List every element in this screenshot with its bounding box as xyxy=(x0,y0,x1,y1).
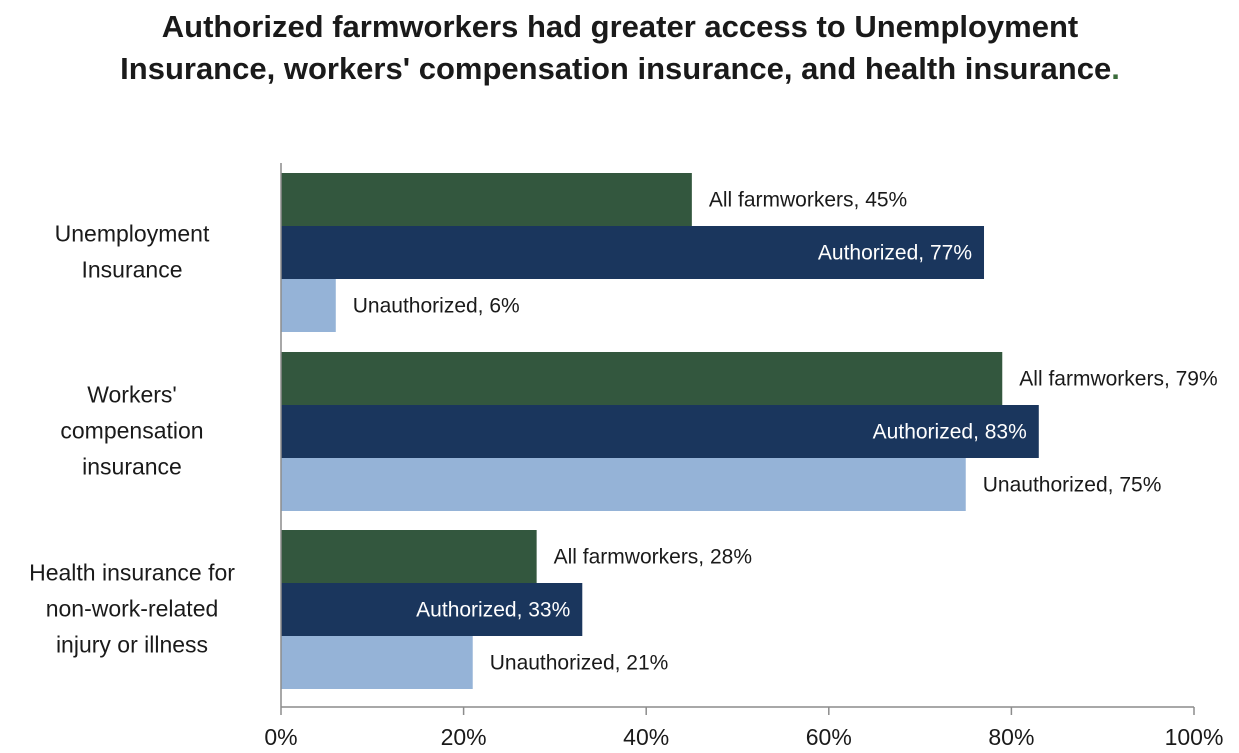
chart-title-text: Authorized farmworkers had greater acces… xyxy=(120,9,1112,86)
data-label: All farmworkers, 28% xyxy=(554,546,752,569)
bar-unauthorized-1 xyxy=(281,279,336,332)
x-tick-label: 40% xyxy=(623,724,669,750)
x-tick-labels: 0% 20% 40% 60% 80% 100% xyxy=(264,724,1223,750)
x-tick-label: 20% xyxy=(441,724,487,750)
data-label: Unauthorized, 6% xyxy=(353,295,520,318)
bar-authorized-3 xyxy=(281,583,583,636)
bar-authorized-1 xyxy=(281,226,985,279)
chart-title-period: . xyxy=(1111,51,1120,86)
data-label: Authorized, 33% xyxy=(416,599,570,622)
bar-labels: All farmworkers, 45% Authorized, 77% Unaut… xyxy=(353,189,1218,675)
data-label: Unauthorized, 75% xyxy=(983,474,1162,497)
bars xyxy=(281,173,1039,689)
x-tick-label: 100% xyxy=(1165,724,1224,750)
bar-unauthorized-2 xyxy=(281,458,966,511)
bar-all-farmworkers-2 xyxy=(281,352,1003,405)
category-labels: Unemployment Insurance Workers' compensatio… xyxy=(29,221,235,658)
bar-all-farmworkers-3 xyxy=(281,530,537,583)
category-label: Unemployment Insurance xyxy=(55,221,210,283)
chart-title: Authorized farmworkers had greater acces… xyxy=(100,6,1140,90)
x-tick-label: 80% xyxy=(988,724,1034,750)
data-label: Authorized, 77% xyxy=(818,242,972,265)
bar-unauthorized-3 xyxy=(281,636,473,689)
bar-authorized-2 xyxy=(281,405,1039,458)
category-label: Health insurance for non-work-related inju… xyxy=(29,560,235,658)
axes xyxy=(280,163,1195,715)
bar-all-farmworkers-1 xyxy=(281,173,692,226)
data-label: Unauthorized, 21% xyxy=(490,652,669,675)
x-tick-label: 60% xyxy=(806,724,852,750)
data-label: All farmworkers, 45% xyxy=(709,189,907,212)
x-tick-label: 0% xyxy=(264,724,297,750)
data-label: Authorized, 83% xyxy=(873,421,1027,444)
data-label: All farmworkers, 79% xyxy=(1019,368,1217,391)
category-label: Workers' compensation insurance xyxy=(60,382,203,480)
